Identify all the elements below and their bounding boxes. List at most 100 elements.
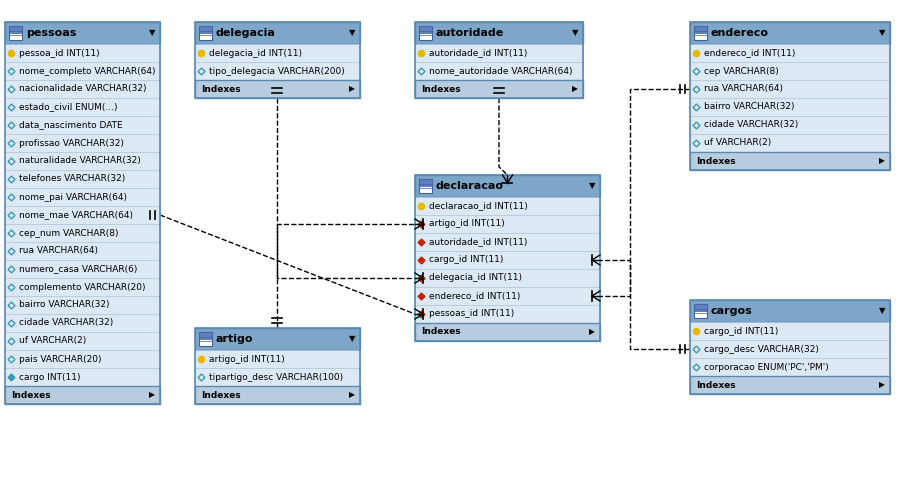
Text: bairro VARCHAR(32): bairro VARCHAR(32) xyxy=(19,300,109,310)
Bar xyxy=(199,332,212,339)
Text: autoridade: autoridade xyxy=(435,28,504,38)
Bar xyxy=(195,22,359,44)
Bar xyxy=(414,197,600,215)
Bar xyxy=(199,332,212,346)
Bar xyxy=(195,368,359,386)
Text: corporacao ENUM('PC','PM'): corporacao ENUM('PC','PM') xyxy=(703,363,828,371)
Bar xyxy=(694,304,706,311)
Bar xyxy=(689,134,889,152)
Bar xyxy=(5,332,160,350)
Bar xyxy=(418,26,432,40)
Text: ▼: ▼ xyxy=(349,28,355,38)
Bar xyxy=(414,22,582,98)
Bar xyxy=(9,26,22,33)
Bar xyxy=(195,386,359,404)
Text: artigo_id INT(11): artigo_id INT(11) xyxy=(429,220,504,228)
Bar xyxy=(195,62,359,80)
Bar xyxy=(414,251,600,269)
Text: pessoas_id INT(11): pessoas_id INT(11) xyxy=(429,310,514,318)
Bar xyxy=(414,22,582,44)
Text: uf VARCHAR(2): uf VARCHAR(2) xyxy=(19,337,86,345)
Text: cargo_id INT(11): cargo_id INT(11) xyxy=(429,255,503,265)
Text: complemento VARCHAR(20): complemento VARCHAR(20) xyxy=(19,283,145,292)
Text: tipartigo_desc VARCHAR(100): tipartigo_desc VARCHAR(100) xyxy=(209,372,343,382)
Text: nome_pai VARCHAR(64): nome_pai VARCHAR(64) xyxy=(19,193,126,201)
Bar xyxy=(414,233,600,251)
Text: ▶: ▶ xyxy=(149,391,154,399)
Text: endereco_id INT(11): endereco_id INT(11) xyxy=(429,292,520,300)
Text: uf VARCHAR(2): uf VARCHAR(2) xyxy=(703,139,770,147)
Bar xyxy=(5,368,160,386)
Bar xyxy=(689,80,889,98)
Bar xyxy=(694,26,706,33)
Bar xyxy=(5,296,160,314)
Text: ▶: ▶ xyxy=(349,84,355,94)
Bar xyxy=(689,22,889,44)
Bar xyxy=(689,62,889,80)
Bar xyxy=(199,26,212,40)
Bar xyxy=(694,304,706,318)
Text: artigo: artigo xyxy=(216,334,253,344)
Bar xyxy=(418,179,432,186)
Bar xyxy=(195,328,359,404)
Bar xyxy=(689,152,889,170)
Text: data_nascimento DATE: data_nascimento DATE xyxy=(19,121,123,129)
Bar xyxy=(414,305,600,323)
Text: nome_completo VARCHAR(64): nome_completo VARCHAR(64) xyxy=(19,67,155,75)
Bar xyxy=(5,98,160,116)
Bar xyxy=(5,170,160,188)
Bar xyxy=(689,44,889,62)
Text: delegacia_id INT(11): delegacia_id INT(11) xyxy=(209,49,302,57)
Text: Indexes: Indexes xyxy=(200,84,240,94)
Text: cidade VARCHAR(32): cidade VARCHAR(32) xyxy=(19,318,113,327)
Bar xyxy=(5,152,160,170)
Text: nome_mae VARCHAR(64): nome_mae VARCHAR(64) xyxy=(19,211,133,220)
Text: Indexes: Indexes xyxy=(695,156,735,166)
Text: ▼: ▼ xyxy=(878,307,884,316)
Text: Indexes: Indexes xyxy=(421,327,461,337)
Text: artigo_id INT(11): artigo_id INT(11) xyxy=(209,354,284,364)
Bar xyxy=(195,350,359,368)
Text: endereco_id INT(11): endereco_id INT(11) xyxy=(703,49,795,57)
Bar xyxy=(195,44,359,62)
Text: pessoas: pessoas xyxy=(26,28,76,38)
Bar xyxy=(9,26,22,40)
Bar xyxy=(414,175,600,341)
Text: ▼: ▼ xyxy=(149,28,155,38)
Bar xyxy=(689,116,889,134)
Text: cargo_desc VARCHAR(32): cargo_desc VARCHAR(32) xyxy=(703,344,818,353)
Text: cep VARCHAR(8): cep VARCHAR(8) xyxy=(703,67,777,75)
Bar xyxy=(418,179,432,193)
Text: cep_num VARCHAR(8): cep_num VARCHAR(8) xyxy=(19,228,118,238)
Text: ▼: ▼ xyxy=(571,28,578,38)
Bar xyxy=(5,80,160,98)
Bar xyxy=(689,22,889,170)
Bar xyxy=(694,26,706,40)
Text: telefones VARCHAR(32): telefones VARCHAR(32) xyxy=(19,174,126,183)
Bar xyxy=(414,287,600,305)
Bar xyxy=(414,44,582,62)
Bar xyxy=(5,62,160,80)
Bar xyxy=(5,224,160,242)
Text: rua VARCHAR(64): rua VARCHAR(64) xyxy=(19,246,98,255)
Bar xyxy=(5,22,160,44)
Text: Indexes: Indexes xyxy=(11,391,51,399)
Text: pais VARCHAR(20): pais VARCHAR(20) xyxy=(19,354,101,364)
Text: cargos: cargos xyxy=(711,306,752,316)
Bar xyxy=(689,300,889,322)
Bar xyxy=(418,26,432,33)
Bar xyxy=(5,116,160,134)
Bar xyxy=(5,386,160,404)
Bar xyxy=(5,134,160,152)
Text: ▶: ▶ xyxy=(349,391,355,399)
Text: Indexes: Indexes xyxy=(200,391,240,399)
Text: ▼: ▼ xyxy=(588,181,594,191)
Text: autoridade_id INT(11): autoridade_id INT(11) xyxy=(429,49,526,57)
Bar xyxy=(195,22,359,98)
Bar xyxy=(689,340,889,358)
Bar xyxy=(689,98,889,116)
Text: autoridade_id INT(11): autoridade_id INT(11) xyxy=(429,238,526,246)
Text: cargo INT(11): cargo INT(11) xyxy=(19,372,80,382)
Text: profissao VARCHAR(32): profissao VARCHAR(32) xyxy=(19,139,124,147)
Bar xyxy=(5,350,160,368)
